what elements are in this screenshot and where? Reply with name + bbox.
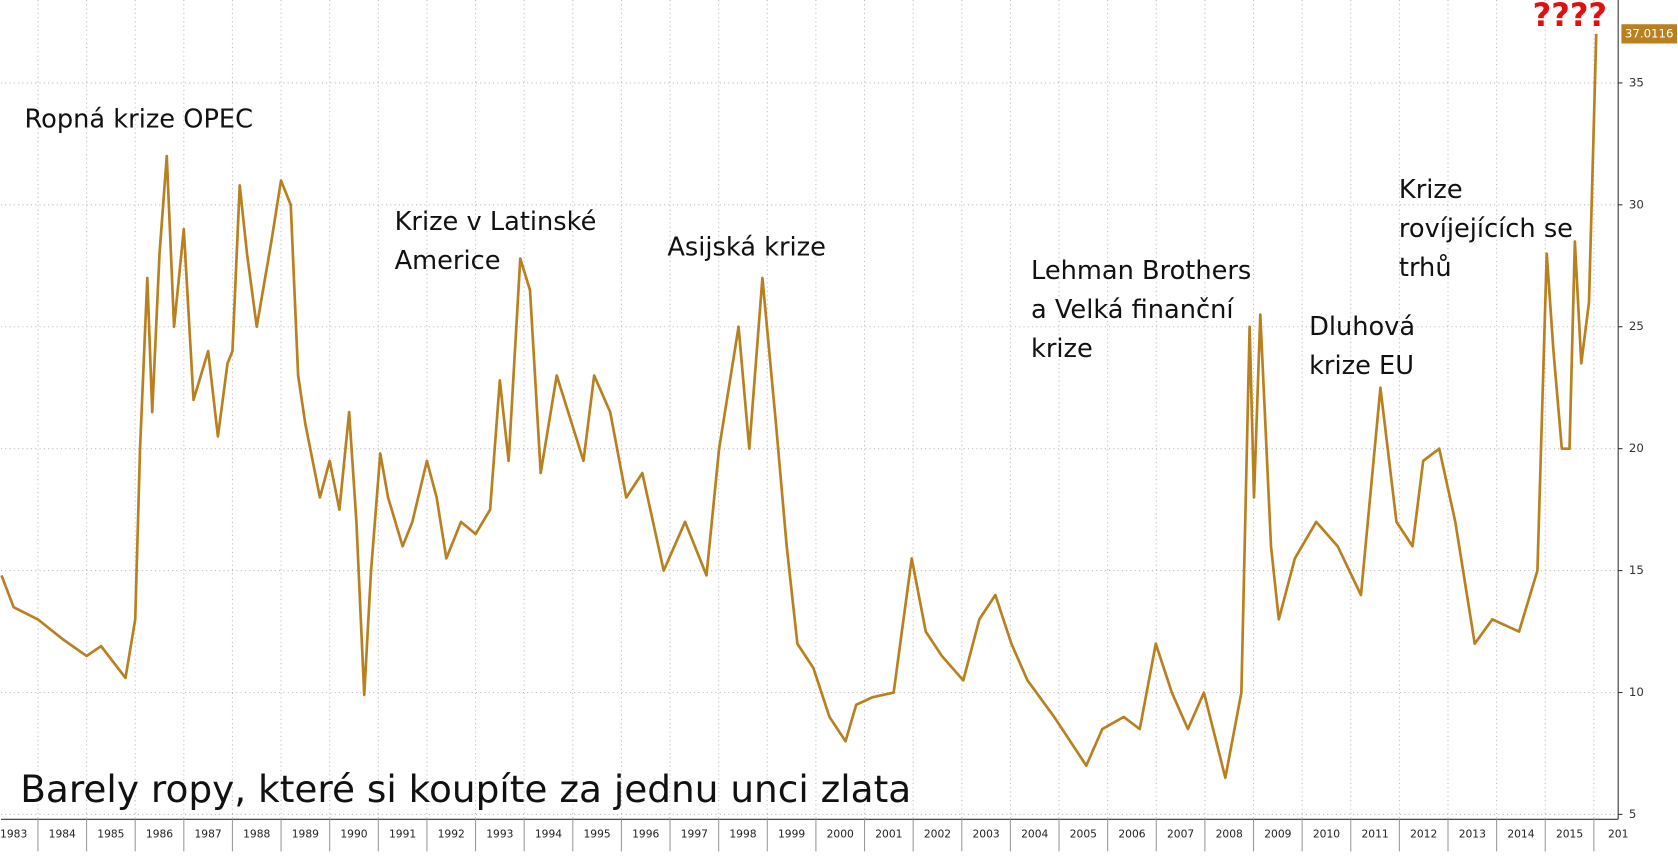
x-tick-label: 1993 xyxy=(486,827,513,840)
x-tick-label: 1987 xyxy=(195,827,222,840)
x-tick-label: 1989 xyxy=(292,827,319,840)
y-tick-label: 10 xyxy=(1629,685,1644,699)
x-tick-label: 1988 xyxy=(243,827,270,840)
annotation: Asijská krize xyxy=(667,233,826,263)
x-tick-label: 2000 xyxy=(827,827,854,840)
data-line xyxy=(0,33,1598,780)
x-tick-label: 2013 xyxy=(1459,827,1486,840)
annotation: Lehman Brothers xyxy=(1031,256,1251,286)
x-tick-label: 2011 xyxy=(1361,827,1388,840)
x-tick-label: 2001 xyxy=(875,827,902,840)
y-tick-label: 35 xyxy=(1629,75,1644,89)
x-tick-label: 1990 xyxy=(340,827,367,840)
x-tick-label: 2014 xyxy=(1507,827,1534,840)
annotation: Krize xyxy=(1399,175,1463,205)
annotation: Americe xyxy=(395,246,501,276)
y-tick-label: 30 xyxy=(1629,197,1644,211)
y-tick-label: 5 xyxy=(1629,807,1636,821)
annotation: krize xyxy=(1031,334,1093,364)
annotation: ???? xyxy=(1533,0,1607,34)
annotation: rovíjejících se xyxy=(1399,214,1573,244)
annotation: Krize v Latinské xyxy=(395,207,597,237)
annotation: Ropná krize OPEC xyxy=(25,104,254,134)
annotation: krize EU xyxy=(1309,351,1414,381)
x-tick-label: 2008 xyxy=(1216,827,1243,840)
y-tick-label: 25 xyxy=(1629,319,1644,333)
x-tick-label: 2005 xyxy=(1070,827,1097,840)
x-tick-label: 2006 xyxy=(1118,827,1145,840)
x-tick-label: 2012 xyxy=(1410,827,1437,840)
x-tick-label: 1999 xyxy=(778,827,805,840)
x-tick-label: 2015 xyxy=(1556,827,1583,840)
x-tick-label: 2007 xyxy=(1167,827,1194,840)
x-tick-label: 1994 xyxy=(535,827,562,840)
x-tick-label: 2003 xyxy=(972,827,999,840)
last-value-label: 37.0116 xyxy=(1625,26,1674,40)
annotation: a Velká finanční xyxy=(1031,295,1234,325)
x-tick-label: 1998 xyxy=(729,827,756,840)
x-tick-label: 1996 xyxy=(632,827,659,840)
x-tick-label: 1997 xyxy=(681,827,708,840)
x-tick-label: 1991 xyxy=(389,827,416,840)
last-value-box xyxy=(1621,24,1678,44)
annotation: trhů xyxy=(1399,253,1452,283)
annotation: Dluhová xyxy=(1309,312,1415,342)
chart-title: Barely ropy, které si koupíte za jednu u… xyxy=(20,767,911,811)
x-tick-label: 2002 xyxy=(924,827,951,840)
x-tick-label: 2010 xyxy=(1313,827,1340,840)
x-tick-label: 1986 xyxy=(146,827,173,840)
x-tick-label: 2004 xyxy=(1021,827,1048,840)
y-tick-label: 20 xyxy=(1629,441,1644,455)
x-tick-label: 1983 xyxy=(0,827,27,840)
x-tick-label: 1995 xyxy=(584,827,611,840)
x-tick-label: 1984 xyxy=(49,827,76,840)
x-tick-label: 2009 xyxy=(1264,827,1291,840)
y-tick-label: 15 xyxy=(1629,563,1644,577)
x-tick-label: 1992 xyxy=(438,827,465,840)
x-tick-label: 201 xyxy=(1608,827,1628,840)
x-tick-label: 1985 xyxy=(97,827,124,840)
